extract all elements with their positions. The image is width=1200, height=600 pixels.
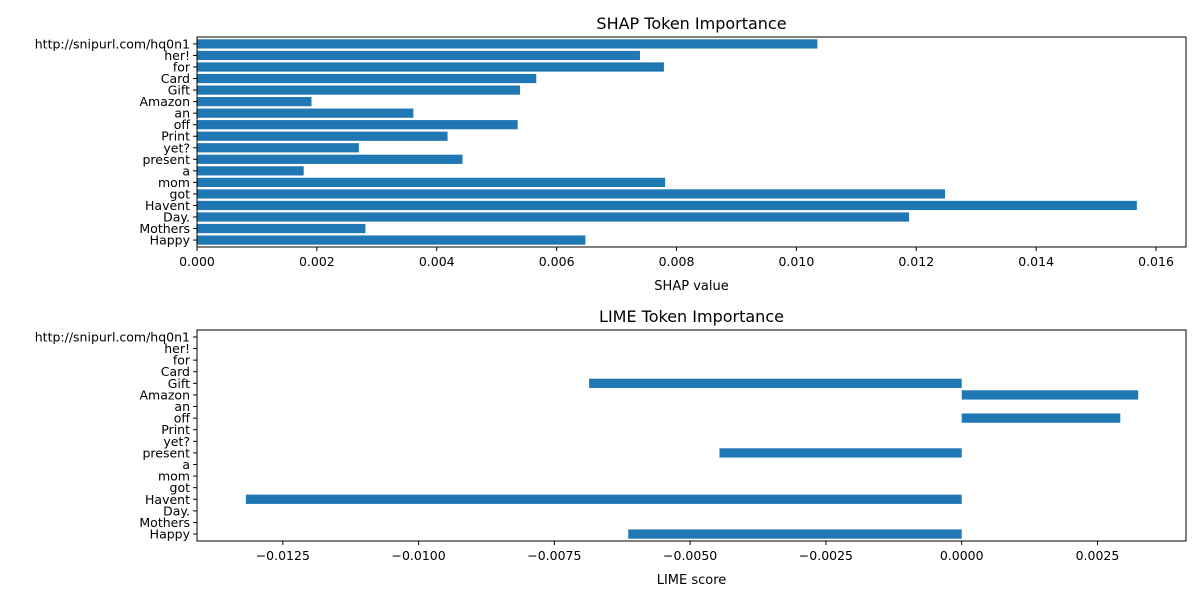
shap-bar-10: [197, 120, 518, 130]
shap-ytick-label-16: her!: [164, 48, 190, 63]
shap-chart: HappyMothersDay.Haventgotmomapresentyet?…: [35, 14, 1187, 294]
shap-x-axis-label: SHAP value: [654, 279, 728, 294]
shap-ytick-label-3: Havent: [145, 198, 190, 213]
shap-xtick-label-7: 0.014: [1018, 254, 1054, 269]
shap-bar-9: [197, 131, 448, 141]
lime-ytick-label-6: a: [182, 457, 190, 472]
lime-ytick-label-4: got: [170, 480, 191, 495]
shap-bar-1: [197, 223, 366, 234]
lime-xtick-label-0: −0.0125: [256, 548, 310, 563]
shap-ytick-label-10: off: [174, 117, 191, 132]
shap-ytick-label-0: Happy: [150, 233, 191, 248]
lime-xtick-label-6: 0.0025: [1076, 548, 1120, 563]
lime-ytick-label-17: http://snipurl.com/hq0n1: [35, 329, 190, 344]
lime-ytick-label-5: mom: [158, 469, 190, 484]
lime-ytick-label-10: off: [174, 411, 191, 426]
lime-xtick-label-4: −0.0025: [799, 548, 853, 563]
lime-ytick-label-3: Havent: [145, 492, 190, 507]
shap-bar-12: [197, 97, 312, 107]
lime-ytick-label-16: her!: [164, 341, 190, 356]
shap-bar-17: [197, 39, 818, 49]
shap-ytick-label-9: Print: [161, 129, 190, 144]
shap-bar-8: [197, 143, 359, 153]
shap-bar-15: [197, 62, 664, 72]
shap-xtick-label-3: 0.006: [539, 254, 575, 269]
lime-ytick-label-7: present: [142, 445, 190, 460]
shap-bar-4: [197, 189, 946, 199]
lime-bar-13: [589, 378, 962, 388]
shap-ytick-label-15: for: [173, 60, 191, 75]
shap-xtick-label-0: 0.000: [179, 254, 215, 269]
shap-ytick-label-2: Day.: [163, 210, 190, 225]
lime-bar-7: [719, 448, 962, 458]
lime-x-axis-label: LIME score: [657, 573, 727, 588]
lime-bar-3: [245, 494, 962, 504]
lime-ytick-label-11: an: [174, 399, 190, 414]
shap-xtick-label-1: 0.002: [299, 254, 335, 269]
shap-xtick-label-5: 0.010: [778, 254, 814, 269]
shap-bar-0: [197, 235, 586, 245]
lime-ytick-label-15: for: [173, 353, 191, 368]
lime-ytick-label-8: yet?: [163, 434, 190, 449]
shap-ytick-label-12: Amazon: [139, 94, 190, 109]
lime-ytick-label-1: Mothers: [139, 515, 190, 530]
shap-xtick-label-6: 0.012: [898, 254, 934, 269]
shap-bar-6: [197, 166, 304, 176]
shap-chart-title: SHAP Token Importance: [596, 14, 786, 33]
shap-bar-7: [197, 154, 463, 164]
lime-xtick-label-3: −0.0050: [663, 548, 717, 563]
shap-bar-5: [197, 177, 666, 187]
shap-plot-frame: [196, 36, 1187, 248]
lime-bar-0: [628, 529, 962, 539]
shap-ytick-label-11: an: [174, 106, 190, 121]
lime-xtick-label-1: −0.0100: [391, 548, 445, 563]
shap-ytick-label-4: got: [170, 186, 191, 201]
lime-ytick-label-9: Print: [161, 422, 190, 437]
lime-plot-frame: [196, 329, 1187, 542]
shap-bar-14: [197, 73, 537, 84]
shap-bar-3: [197, 200, 1137, 211]
lime-ytick-label-2: Day.: [163, 503, 190, 518]
lime-bar-12: [961, 390, 1139, 400]
shap-ytick-label-17: http://snipurl.com/hq0n1: [35, 36, 190, 51]
lime-ytick-label-12: Amazon: [139, 387, 190, 402]
lime-ytick-label-0: Happy: [150, 527, 191, 542]
shap-bar-2: [197, 212, 910, 222]
shap-ytick-label-1: Mothers: [139, 221, 190, 236]
shap-ytick-label-14: Card: [161, 71, 190, 86]
shap-ytick-label-8: yet?: [163, 140, 190, 155]
shap-xtick-label-2: 0.004: [419, 254, 455, 269]
shap-xtick-label-8: 0.016: [1138, 254, 1174, 269]
shap-bar-11: [197, 108, 414, 118]
shap-ytick-label-5: mom: [158, 175, 190, 190]
lime-bar-10: [961, 413, 1121, 423]
lime-ytick-label-13: Gift: [168, 376, 190, 391]
lime-chart: HappyMothersDay.Haventgotmomapresentyet?…: [35, 307, 1187, 588]
lime-xtick-label-5: 0.0000: [940, 548, 984, 563]
shap-bar-13: [197, 85, 521, 95]
shap-bar-16: [197, 50, 640, 61]
shap-ytick-label-6: a: [182, 163, 190, 178]
lime-xtick-label-2: −0.0075: [527, 548, 581, 563]
lime-ytick-label-14: Card: [161, 364, 190, 379]
shap-ytick-label-13: Gift: [168, 83, 190, 98]
shap-ytick-label-7: present: [142, 152, 190, 167]
lime-chart-title: LIME Token Importance: [599, 307, 784, 326]
shap-xtick-label-4: 0.008: [659, 254, 695, 269]
